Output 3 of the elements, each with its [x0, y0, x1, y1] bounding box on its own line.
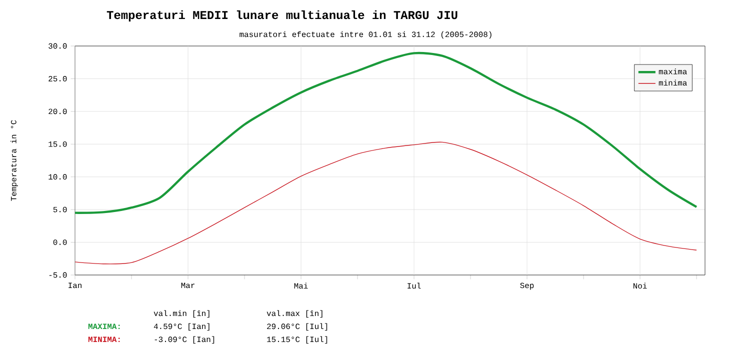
- line-series: [75, 142, 697, 264]
- line-series: [75, 52, 698, 214]
- chart-title: Temperaturi MEDII lunare multianuale in TARGU JIU: [106, 10, 458, 22]
